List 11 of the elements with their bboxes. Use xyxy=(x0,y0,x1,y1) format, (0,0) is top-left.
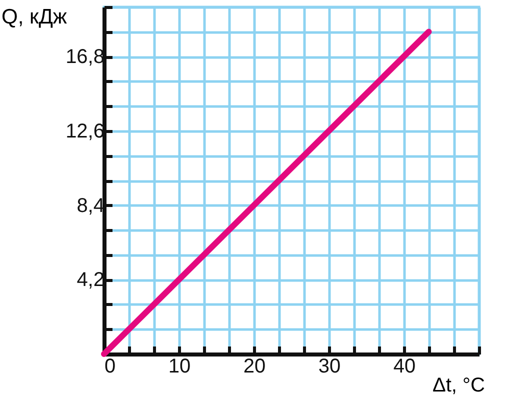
x-tick-label: 0 xyxy=(104,356,116,378)
x-tick-label: 10 xyxy=(168,356,191,378)
y-axis-title: Q, кДж xyxy=(2,6,67,28)
x-tick-label: 30 xyxy=(318,356,341,378)
x-tick-label: 40 xyxy=(393,356,416,378)
x-axis-title: Δt, °C xyxy=(432,374,485,396)
y-tick-label: 4,2 xyxy=(76,269,104,292)
y-tick-label: 16,8 xyxy=(66,46,104,68)
x-tick-label: 20 xyxy=(243,356,266,378)
y-tick-label: 8,4 xyxy=(76,194,104,217)
y-tick-label: 12,6 xyxy=(66,120,104,142)
